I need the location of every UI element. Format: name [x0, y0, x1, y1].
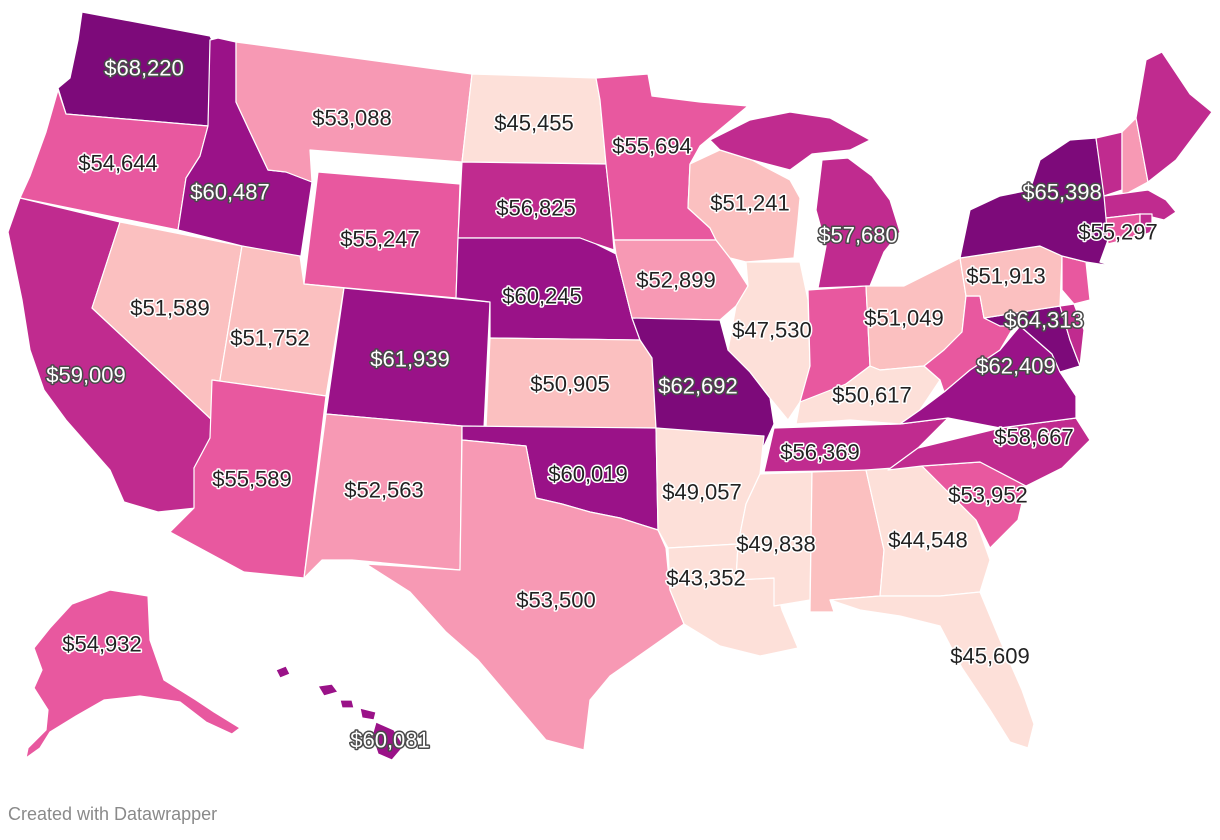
label-fl: $45,609 [950, 644, 1030, 669]
label-tn: $56,369 [780, 440, 860, 465]
state-shapes [7, 11, 1213, 761]
label-wy: $55,247 [340, 227, 420, 252]
label-pa: $51,913 [966, 264, 1046, 289]
state-mi-lower[interactable] [815, 157, 901, 289]
label-ga: $44,548 [888, 528, 968, 553]
state-hi-4[interactable] [359, 707, 377, 721]
state-az[interactable] [169, 379, 327, 579]
label-az: $55,589 [212, 467, 292, 492]
label-mi: $57,680 [818, 223, 898, 248]
label-ak: $54,932 [62, 632, 142, 657]
label-ma: $55,297 [1078, 220, 1158, 245]
label-nc: $58,667 [994, 425, 1074, 450]
label-ca: $59,009 [46, 363, 126, 388]
datawrapper-credit[interactable]: Created with Datawrapper [8, 804, 218, 824]
label-sc: $53,952 [948, 483, 1028, 508]
label-id: $60,487 [190, 180, 270, 205]
state-mo[interactable] [631, 317, 775, 447]
label-ms: $49,838 [736, 532, 816, 557]
label-ne: $60,245 [502, 284, 582, 309]
label-hi: $60,081 [350, 728, 430, 753]
label-or: $54,644 [78, 151, 158, 176]
label-ut: $51,752 [230, 326, 310, 351]
state-hi-3[interactable] [339, 699, 355, 709]
label-ks: $50,905 [530, 372, 610, 397]
label-va: $62,409 [976, 354, 1056, 379]
label-md: $64,313 [1004, 308, 1084, 333]
label-tx: $53,500 [516, 588, 596, 613]
label-il: $47,530 [732, 318, 812, 343]
state-mi-upper[interactable] [709, 111, 871, 171]
label-mn: $55,694 [612, 134, 692, 159]
label-ny: $65,398 [1022, 180, 1102, 205]
state-ri[interactable] [1139, 213, 1153, 237]
label-nd: $45,455 [494, 111, 574, 136]
state-il[interactable] [727, 261, 811, 421]
label-ok: $60,019 [548, 462, 628, 487]
label-ky: $50,617 [832, 383, 912, 408]
label-sd: $56,825 [496, 196, 576, 221]
label-co: $61,939 [370, 347, 450, 372]
value-labels: $68,220 $54,644 $59,009 $60,487 $51,589 … [45, 54, 1160, 754]
label-wa: $68,220 [104, 56, 184, 81]
state-de[interactable] [1059, 303, 1085, 367]
label-nv: $51,589 [130, 296, 210, 321]
label-wi: $51,241 [710, 191, 790, 216]
label-mo: $62,692 [658, 374, 738, 399]
state-hi-big[interactable] [371, 721, 405, 761]
state-me[interactable] [1135, 51, 1213, 183]
state-hi-1[interactable] [275, 665, 291, 679]
state-fl[interactable] [829, 591, 1035, 749]
label-nm: $52,563 [344, 478, 424, 503]
label-oh: $51,049 [864, 306, 944, 331]
state-ak[interactable] [25, 589, 241, 759]
label-la: $43,352 [666, 566, 746, 591]
state-nj[interactable] [1061, 255, 1091, 305]
label-ia: $52,899 [636, 268, 716, 293]
label-mt: $53,088 [312, 106, 392, 131]
state-nc[interactable] [887, 417, 1091, 487]
label-ar: $49,057 [662, 480, 742, 505]
state-hi-2[interactable] [317, 683, 339, 697]
state-tx[interactable] [365, 439, 685, 751]
